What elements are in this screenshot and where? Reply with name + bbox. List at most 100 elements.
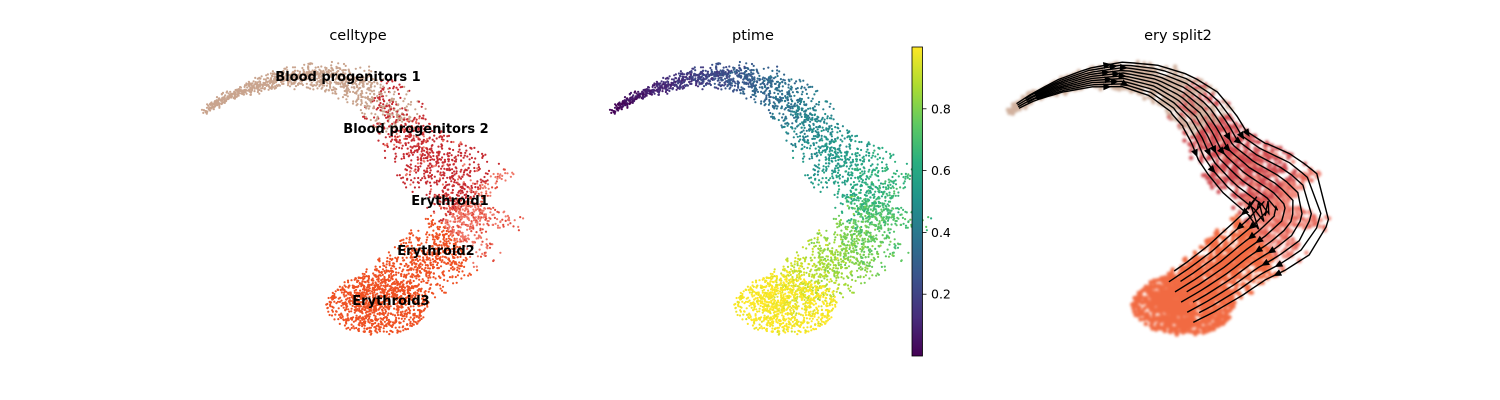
- scatter-point: [378, 311, 381, 315]
- scatter-point: [478, 223, 481, 226]
- scatter-point: [388, 104, 391, 107]
- scatter-point: [458, 176, 461, 179]
- scatter-point: [839, 202, 842, 205]
- scatter-point: [454, 160, 457, 163]
- scatter-point: [355, 285, 358, 288]
- scatter-point: [884, 169, 887, 172]
- scatter-point: [891, 254, 894, 257]
- scatter-point: [293, 66, 297, 69]
- scatter-point: [345, 304, 348, 307]
- scatter-point: [507, 223, 510, 226]
- scatter-point: [482, 154, 485, 157]
- scatter-point: [494, 187, 497, 190]
- scatter-point: [420, 105, 423, 108]
- scatter-point: [409, 279, 412, 282]
- scatter-point: [406, 109, 409, 112]
- scatter-point: [464, 213, 467, 216]
- scatter-point: [405, 282, 408, 285]
- scatter-point: [434, 164, 437, 167]
- scatter-point: [271, 75, 274, 78]
- scatter-point: [800, 93, 804, 96]
- scatter-point: [353, 308, 356, 312]
- scatter-point: [711, 63, 714, 66]
- scatter-point: [443, 261, 446, 264]
- scatter-point: [462, 156, 465, 159]
- scatter-point: [837, 259, 840, 262]
- scatter-point: [422, 316, 425, 319]
- scatter-point: [427, 276, 430, 279]
- scatter-point: [359, 289, 362, 292]
- scatter-point: [393, 143, 396, 146]
- scatter-point: [359, 319, 362, 322]
- scatter-point: [803, 86, 806, 89]
- scatter-point: [397, 317, 400, 320]
- scatter-point: [496, 224, 500, 227]
- scatter-point: [476, 180, 479, 183]
- scatter-point: [397, 271, 400, 274]
- scatter-point: [392, 109, 396, 112]
- scatter-point: [519, 216, 522, 219]
- scatter-point: [438, 233, 441, 236]
- scatter-point: [392, 264, 395, 267]
- scatter-point: [393, 157, 397, 160]
- scatter-point: [867, 170, 870, 173]
- scatter-point: [442, 161, 445, 164]
- scatter-point: [750, 62, 754, 66]
- scatter-point: [428, 151, 431, 154]
- scatter-point: [832, 107, 835, 110]
- scatter-point: [328, 313, 331, 317]
- scatter-point: [487, 187, 490, 190]
- scatter-point: [469, 226, 472, 230]
- scatter-point: [430, 188, 433, 191]
- scatter-point: [317, 66, 320, 69]
- scatter-point: [792, 136, 795, 139]
- scatter-point: [214, 104, 217, 107]
- scatter-point: [853, 238, 856, 241]
- scatter-point: [403, 264, 406, 268]
- scatter-point: [501, 174, 504, 177]
- scatter-point: [927, 216, 930, 219]
- scatter-point: [218, 106, 221, 109]
- scatter-point: [426, 170, 429, 173]
- scatter-point: [798, 272, 801, 275]
- scatter-point: [438, 284, 442, 287]
- scatter-point: [401, 144, 404, 147]
- scatter-point: [453, 179, 456, 182]
- scatter-point: [435, 232, 438, 235]
- scatter-point: [429, 263, 432, 266]
- scatter-point: [373, 311, 376, 314]
- scatter-point: [420, 162, 423, 165]
- scatter-point: [470, 214, 473, 217]
- scatter-point: [373, 96, 377, 100]
- scatter-point: [498, 176, 501, 179]
- scatter-point: [364, 96, 367, 99]
- scatter-point: [451, 226, 454, 229]
- scatter-point: [385, 266, 388, 269]
- scatter-point: [405, 315, 408, 318]
- scatter-point: [414, 258, 417, 261]
- scatter-point: [398, 326, 401, 329]
- scatter-point: [509, 175, 512, 178]
- scatter-point: [456, 240, 459, 243]
- scatter-point: [443, 278, 446, 281]
- scatter-point: [349, 303, 352, 306]
- scatter-point: [417, 142, 420, 145]
- scatter-point: [864, 240, 867, 243]
- scatter-point: [425, 193, 428, 196]
- scatter-point: [422, 146, 425, 149]
- scatter-point: [343, 93, 346, 96]
- scatter-point: [374, 281, 377, 284]
- scatter-point: [383, 275, 386, 279]
- scatter-point: [359, 93, 362, 96]
- scatter-point: [408, 170, 412, 173]
- scatter-point: [424, 118, 427, 121]
- scatter-point: [266, 80, 269, 84]
- scatter-point: [400, 273, 403, 276]
- scatter-point: [821, 126, 824, 129]
- scatter-point: [345, 290, 348, 293]
- scatter-point: [457, 229, 460, 233]
- panel-ptime: ptime 0.20.40.60.8: [608, 28, 951, 357]
- scatter-point: [416, 273, 419, 276]
- scatter-point: [468, 219, 471, 222]
- scatter-point: [869, 234, 872, 237]
